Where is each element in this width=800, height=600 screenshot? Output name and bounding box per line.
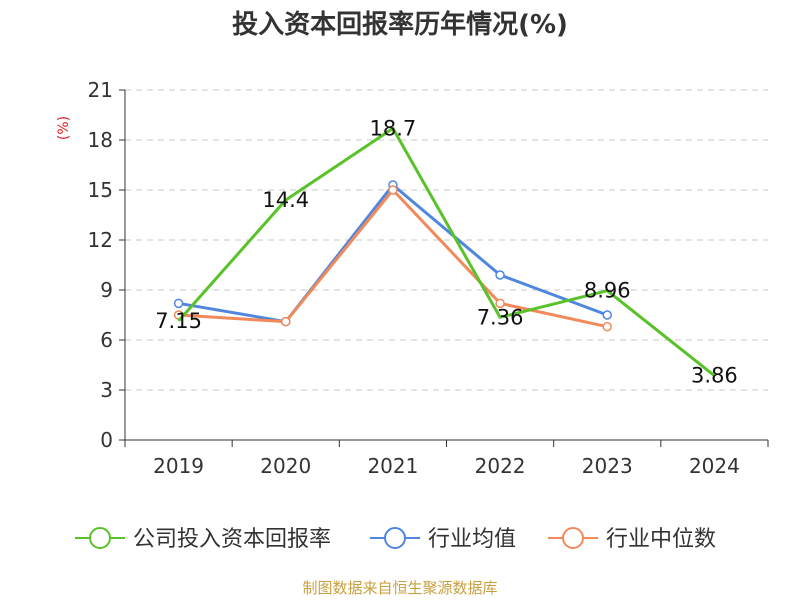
- gridlines: [125, 89, 768, 391]
- series-line-1: [178, 183, 608, 324]
- series-point-2: [281, 316, 291, 327]
- data-label: 3.86: [691, 364, 738, 388]
- legend-label-0: 公司投入资本回报率: [133, 527, 331, 552]
- data-label: 14.4: [262, 188, 309, 212]
- series-lines: [173, 126, 716, 377]
- data-label: 18.7: [370, 116, 417, 140]
- y-tick-label: 15: [88, 178, 113, 202]
- axes: 0 3 6 9 12 15 18 21 2019 2020 2021 2022 2023 2024: [88, 78, 769, 478]
- series-line-0: [177, 126, 716, 377]
- data-label: 7.36: [477, 305, 524, 329]
- x-tick-label: 2024: [689, 454, 740, 478]
- x-tick-label: 2019: [153, 454, 204, 478]
- series-point-2: [388, 185, 398, 195]
- legend-marker-1: [384, 527, 406, 549]
- y-axis-unit-label: (%): [56, 116, 72, 140]
- data-labels: 7.15 14.4 18.7 7.36 8.96 3.86: [155, 116, 738, 387]
- x-tick-label: 2021: [367, 454, 418, 478]
- series-point-1: [495, 270, 505, 280]
- legend-marker-0: [89, 527, 111, 549]
- x-tick-label: 2020: [260, 454, 311, 478]
- legend: 公司投入资本回报率 行业均值 行业中位数: [75, 527, 716, 552]
- chart-title: 投入资本回报率历年情况(%): [232, 9, 568, 40]
- y-tick-label: 9: [100, 278, 113, 302]
- series-point-1: [602, 310, 612, 320]
- y-tick-label: 6: [100, 328, 113, 352]
- y-tick-label: 18: [88, 128, 113, 152]
- x-tick-label: 2023: [582, 454, 633, 478]
- data-label: 7.15: [155, 309, 202, 333]
- y-tick-label: 12: [88, 228, 113, 252]
- series-point-2: [602, 321, 612, 332]
- data-label: 8.96: [584, 279, 631, 303]
- legend-label-2: 行业中位数: [606, 527, 716, 552]
- y-tick-label: 0: [100, 428, 113, 452]
- source-note: 制图数据来自恒生聚源数据库: [302, 579, 497, 597]
- series-point-1: [173, 298, 184, 309]
- series-point-2: [495, 298, 505, 309]
- legend-marker-2: [562, 527, 584, 549]
- y-tick-label: 21: [88, 78, 113, 102]
- legend-label-1: 行业均值: [428, 527, 516, 552]
- y-tick-label: 3: [100, 378, 113, 402]
- x-tick-label: 2022: [475, 454, 526, 478]
